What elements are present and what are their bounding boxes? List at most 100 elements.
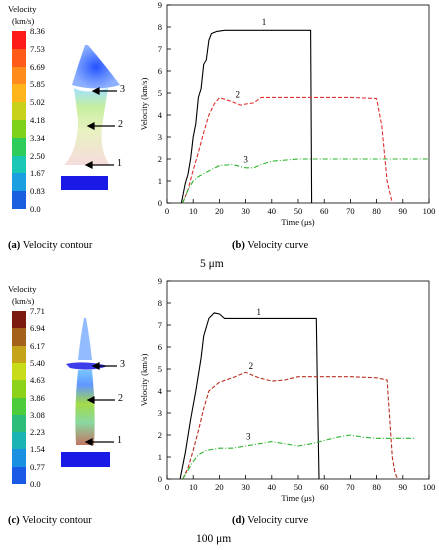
legend-value: 8.36 xyxy=(30,26,45,36)
legend-swatch xyxy=(12,397,26,416)
marker-3: 3 xyxy=(120,84,125,95)
x-axis-label: Time (μs) xyxy=(281,493,314,503)
particle-size-label: 100 μm xyxy=(196,533,232,545)
legend-swatch xyxy=(12,173,26,192)
y-tick-label: 3 xyxy=(158,132,162,142)
projectile-block xyxy=(61,452,110,467)
curve-label-2: 2 xyxy=(249,361,254,371)
x-tick-label: 10 xyxy=(189,482,198,492)
legend-swatch xyxy=(12,328,26,347)
marker-1: 1 xyxy=(117,435,122,446)
legend-swatch xyxy=(12,432,26,450)
y-tick-label: 7 xyxy=(158,44,162,54)
legend-swatch xyxy=(12,362,26,381)
x-tick-label: 0 xyxy=(165,206,169,216)
legend-value: 5.02 xyxy=(30,97,45,108)
legend-value: 2.50 xyxy=(30,150,45,161)
legend-value: 7.53 xyxy=(30,43,45,54)
y-tick-label: 8 xyxy=(158,298,162,308)
y-tick-label: 6 xyxy=(158,66,162,76)
caption-b-text: Velocity curve xyxy=(247,240,309,251)
legend-value: 5.40 xyxy=(30,357,45,368)
y-tick-label: 5 xyxy=(158,88,162,98)
y-tick-label: 2 xyxy=(158,154,162,164)
legend-swatch xyxy=(12,345,26,364)
y-tick-label: 0 xyxy=(158,474,162,484)
legend-value: 2.23 xyxy=(30,427,45,438)
x-tick-label: 100 xyxy=(423,206,436,216)
contour-arrows xyxy=(84,362,117,446)
color-legend-bar xyxy=(12,311,26,485)
legend-swatch xyxy=(12,414,26,433)
y-tick-label: 4 xyxy=(158,386,163,396)
caption-d-text: Velocity curve xyxy=(247,515,309,526)
y-tick-label: 2 xyxy=(158,430,162,440)
projectile-block xyxy=(61,176,108,190)
x-tick-label: 100 xyxy=(423,482,436,492)
series-line-1 xyxy=(179,312,320,480)
x-tick-label: 50 xyxy=(294,206,303,216)
x-axis-label: Time (μs) xyxy=(281,217,314,227)
y-axis-label: Velocity (km/s) xyxy=(139,354,149,407)
caption-d-letter: (d) xyxy=(232,515,245,526)
caption-a-letter: (a) xyxy=(8,240,21,251)
x-tick-label: 30 xyxy=(241,206,250,216)
legend-title: Velocity xyxy=(8,4,37,14)
legend-unit: (km/s) xyxy=(12,16,35,26)
legend-swatch xyxy=(12,380,26,398)
legend-swatch xyxy=(12,466,26,485)
marker-1: 1 xyxy=(117,158,122,169)
x-tick-label: 10 xyxy=(189,206,198,216)
color-legend-bar xyxy=(12,31,26,210)
legend-value: 1.67 xyxy=(30,168,45,179)
legend-title: Velocity xyxy=(8,284,37,294)
caption-b: (b) Velocity curve xyxy=(232,240,308,251)
y-tick-label: 8 xyxy=(158,22,162,32)
curve-label-1: 1 xyxy=(256,307,261,317)
legend-value: 3.86 xyxy=(30,392,45,403)
legend-swatch xyxy=(12,191,26,210)
caption-c-text: Velocity contour xyxy=(22,515,92,526)
marker-2: 2 xyxy=(118,119,123,130)
y-axis-label: Velocity (km/s) xyxy=(139,78,149,131)
legend-value: 6.94 xyxy=(30,323,45,334)
x-tick-label: 30 xyxy=(241,482,250,492)
particle-tail xyxy=(75,370,95,445)
legend-value: 3.34 xyxy=(30,132,45,143)
y-tick-label: 5 xyxy=(158,364,162,374)
legend-value: 4.63 xyxy=(30,375,45,386)
legend-swatch xyxy=(12,120,26,139)
legend-value: 6.69 xyxy=(30,61,45,72)
y-tick-label: 0 xyxy=(158,198,162,208)
x-tick-label: 20 xyxy=(215,206,224,216)
particle-head xyxy=(78,318,92,360)
y-tick-label: 9 xyxy=(158,276,162,286)
y-tick-label: 6 xyxy=(158,342,162,352)
marker-2: 2 xyxy=(118,393,123,404)
x-tick-label: 90 xyxy=(399,482,408,492)
legend-value: 0.77 xyxy=(30,461,45,472)
legend-swatch xyxy=(12,48,26,68)
legend-swatch xyxy=(12,311,26,329)
x-tick-label: 20 xyxy=(215,482,224,492)
contour-arrows xyxy=(84,87,117,169)
legend-swatch xyxy=(12,137,26,157)
x-tick-label: 70 xyxy=(346,482,355,492)
caption-a: (a) Velocity contour xyxy=(8,240,92,251)
legend-value: 4.18 xyxy=(30,115,45,125)
legend-value: 0.83 xyxy=(30,186,45,197)
x-tick-label: 80 xyxy=(372,482,381,492)
x-tick-label: 50 xyxy=(294,482,303,492)
particle-tail xyxy=(64,88,110,165)
legend-swatch xyxy=(12,102,26,121)
series-line-1 xyxy=(180,29,313,204)
x-tick-label: 60 xyxy=(320,206,329,216)
legend-swatch xyxy=(12,31,26,50)
particle-head xyxy=(72,45,120,89)
x-tick-label: 70 xyxy=(346,206,355,216)
x-tick-label: 0 xyxy=(165,482,169,492)
caption-c: (c) Velocity contour xyxy=(8,515,92,526)
